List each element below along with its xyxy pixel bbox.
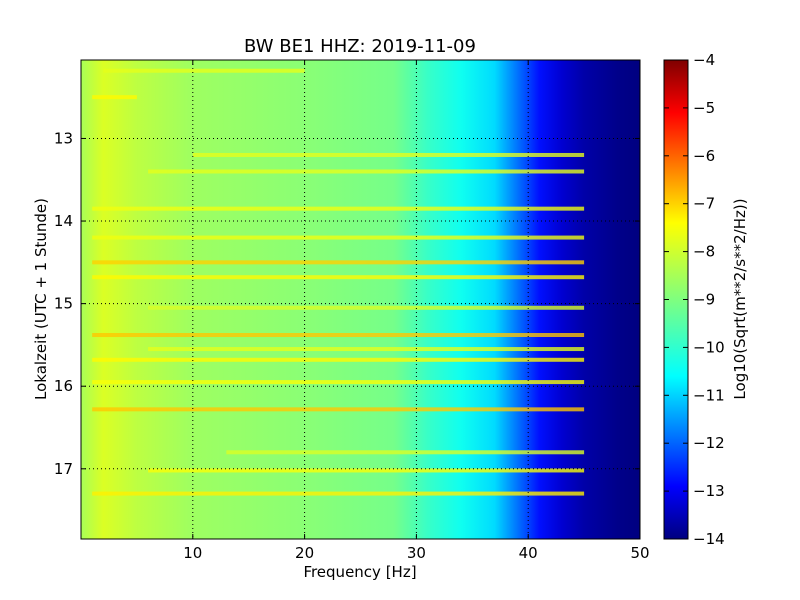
- x-axis-label: Frequency [Hz]: [303, 563, 416, 581]
- colorbar: −4 −5 −6 −7 −8 −9 −10 −11 −12 −13 −14 Log10(Sqrt(m…: [663, 51, 749, 548]
- spectral-band-11: [148, 347, 585, 352]
- plot-area: 10 20 30 40 50 13 14 15 16 17: [54, 59, 650, 562]
- colorbar-tick-label: −11: [693, 386, 725, 404]
- colorbar-tick-label: −6: [693, 147, 715, 165]
- spectral-band-5: [92, 206, 585, 211]
- spectral-band-13: [92, 380, 585, 385]
- colorbar-tick-label: −5: [693, 99, 715, 117]
- spectrogram-background: [81, 60, 640, 539]
- y-tick-label: 13: [54, 129, 73, 147]
- colorbar-tick-label: −7: [693, 195, 715, 213]
- x-tick-label: 10: [183, 544, 202, 562]
- spectral-band-9: [148, 305, 585, 310]
- x-tick-label: 40: [519, 544, 538, 562]
- colorbar-tick-label: −13: [693, 482, 725, 500]
- spectral-band-10: [92, 333, 585, 338]
- spectral-band-7: [92, 260, 585, 265]
- spectral-band-12: [92, 357, 585, 362]
- colorbar-tick-label: −10: [693, 338, 725, 356]
- plot-frame: [80, 59, 641, 540]
- y-tick-label: 14: [54, 212, 73, 230]
- colorbar-label: Log10(Sqrt(m**2/s**2/Hz)): [731, 198, 749, 399]
- spectral-band-3: [192, 152, 585, 157]
- spectral-band-2: [92, 95, 137, 100]
- spectral-band-1: [103, 68, 305, 73]
- x-tick-label: 30: [407, 544, 426, 562]
- colorbar-tick-label: −4: [693, 51, 715, 69]
- spectral-band-8: [92, 275, 585, 280]
- y-tick-label: 15: [54, 295, 73, 313]
- chart-title: BW BE1 HHZ: 2019-11-09: [244, 36, 476, 57]
- colorbar-tick-label: −8: [693, 243, 715, 261]
- spectral-band-14: [92, 407, 585, 412]
- colorbar-tick-label: −9: [693, 291, 715, 309]
- spectral-band-4: [148, 169, 585, 174]
- y-tick-label: 16: [54, 377, 73, 395]
- spectral-band-17: [92, 491, 585, 496]
- spectral-band-16: [148, 468, 585, 473]
- colorbar-tick-label: −12: [693, 434, 725, 452]
- x-tick-label: 50: [630, 544, 649, 562]
- x-axis-ticks: 10 20 30 40 50: [183, 60, 650, 562]
- spectrogram-bands: [92, 68, 585, 496]
- y-axis-label: Lokalzeit (UTC + 1 Stunde): [32, 198, 50, 400]
- x-tick-label: 20: [295, 544, 314, 562]
- colorbar-tick-label: −14: [693, 530, 725, 548]
- y-tick-label: 17: [54, 460, 73, 478]
- spectral-band-15: [226, 450, 585, 455]
- spectral-band-6: [92, 235, 585, 240]
- y-axis-ticks: 13 14 15 16 17: [54, 129, 640, 478]
- colorbar-ticks: −4 −5 −6 −7 −8 −9 −10 −11 −12 −13 −14: [664, 51, 725, 548]
